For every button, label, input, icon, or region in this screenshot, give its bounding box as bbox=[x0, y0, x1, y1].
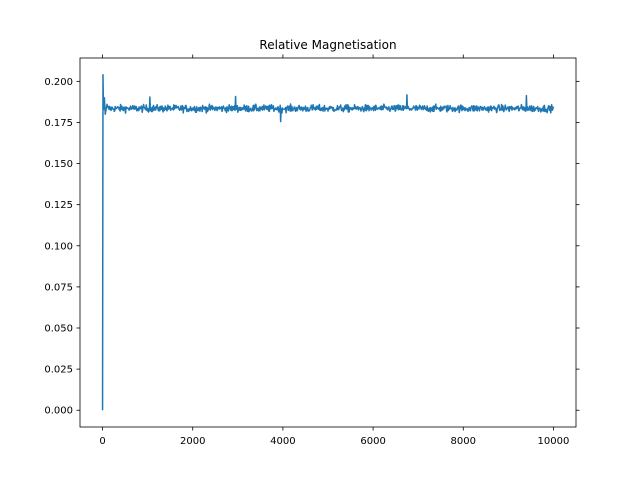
x-tick-label: 8000 bbox=[451, 436, 476, 447]
chart-title: Relative Magnetisation bbox=[259, 38, 396, 52]
axes-layer: 0 2000 4000 6000 8000 10000 0.000 0.025 0.050 0.0… bbox=[44, 54, 580, 447]
y-tick-label: 0.050 bbox=[44, 324, 73, 335]
series-line-0 bbox=[101, 74, 555, 411]
y-tick-label: 0.150 bbox=[44, 159, 73, 170]
x-tick-label: 0 bbox=[99, 436, 105, 447]
y-tick-label: 0.200 bbox=[44, 77, 73, 88]
x-tick-label: 4000 bbox=[270, 436, 295, 447]
x-tick-label: 6000 bbox=[360, 436, 385, 447]
plot-frame bbox=[79, 57, 577, 428]
y-tick-label: 0.025 bbox=[44, 365, 73, 376]
x-tick-label: 10000 bbox=[538, 436, 570, 447]
y-tick-label: 0.175 bbox=[44, 118, 73, 129]
y-tick-label: 0.125 bbox=[44, 200, 73, 211]
y-tick-label: 0.000 bbox=[44, 406, 73, 417]
y-tick-label: 0.100 bbox=[44, 241, 73, 252]
y-tick-label: 0.075 bbox=[44, 282, 73, 293]
x-tick-label: 2000 bbox=[180, 436, 205, 447]
series-layer bbox=[101, 74, 555, 411]
